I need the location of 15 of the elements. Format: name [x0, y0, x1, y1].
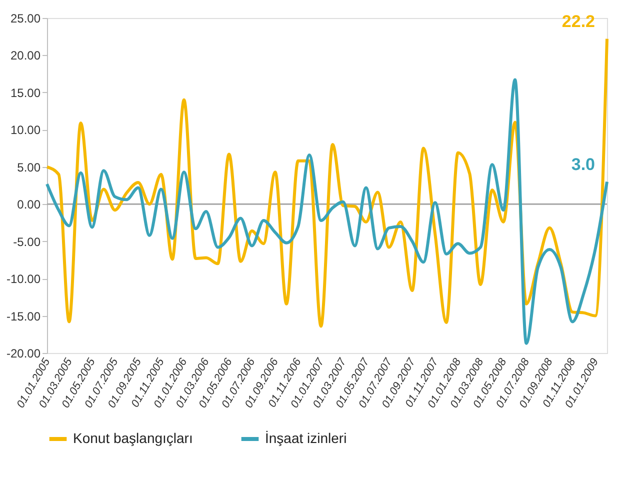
line-series — [46, 78, 608, 345]
y-tick-label: 15.00 — [10, 86, 41, 100]
legend-label: Konut başlangıçları — [73, 430, 193, 446]
legend-label: İnşaat izinleri — [265, 430, 347, 446]
y-tick-label: 20.00 — [10, 48, 41, 63]
y-tick-label: 0.00 — [17, 198, 41, 212]
y-tick-label: -20.00 — [6, 346, 41, 360]
y-tick-label: -10.00 — [6, 272, 41, 286]
annotation: 3.0 — [571, 154, 595, 174]
y-tick-label: 5.00 — [17, 160, 41, 174]
y-tick-label: 25.00 — [10, 12, 41, 26]
y-tick-label: -5.00 — [13, 234, 41, 249]
y-tick-label: -15.00 — [6, 309, 41, 324]
annotation: 22.2 — [562, 12, 595, 31]
y-tick-label: 10.00 — [10, 123, 41, 138]
